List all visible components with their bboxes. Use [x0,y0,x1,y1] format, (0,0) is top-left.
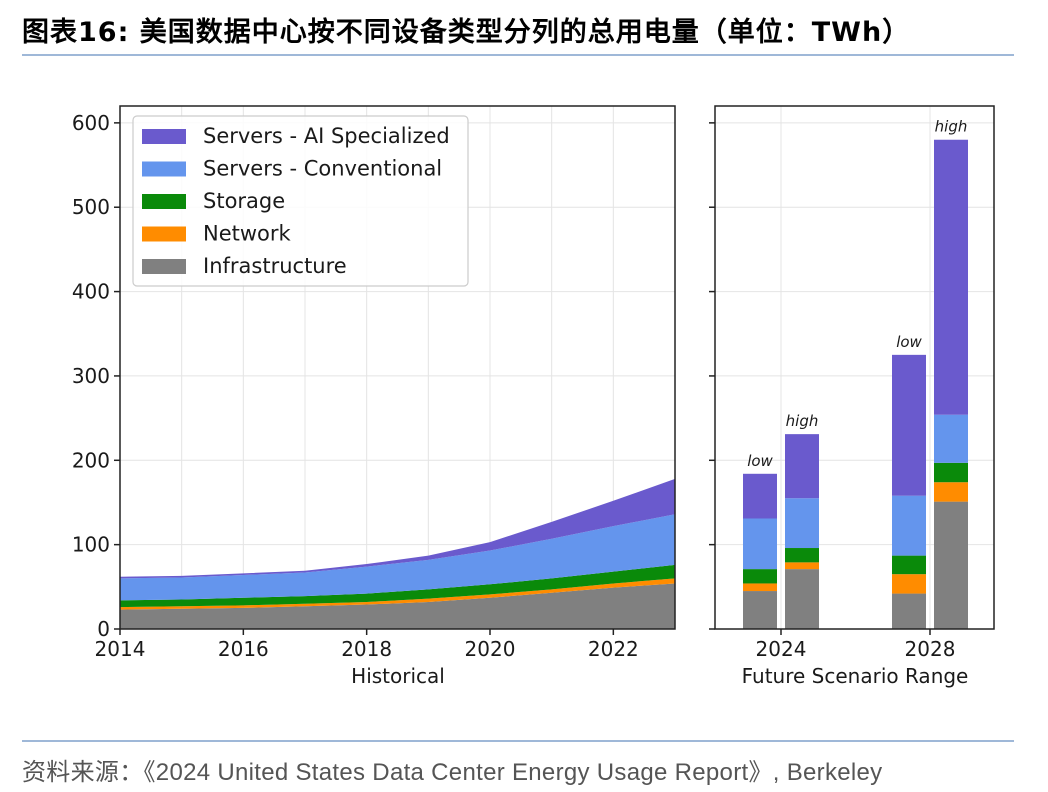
bar-2024-low-network [743,583,777,592]
bar-label-2024-low: low [747,452,773,470]
legend-label-servers-ai-specialized: Servers - AI Specialized [203,124,450,148]
x-tick-label: 2014 [95,637,146,661]
bar-2028-low-servers-conventional [892,495,926,556]
bar-2024-high-infrastructure [785,569,819,629]
bar-2024-low-servers-ai-specialized [743,473,777,519]
bar-2028-low-storage [892,555,926,575]
x-tick-label: 2028 [905,637,956,661]
area-servers-conventional [120,514,675,601]
bar-2028-high-storage [934,462,968,483]
y-tick-label: 500 [72,195,110,219]
legend-box [132,115,469,287]
future-xlabel: Future Scenario Range [742,664,969,688]
bar-label-2028-low: low [896,333,922,351]
bar-2028-high-servers-conventional [934,414,968,463]
bar-2024-low-servers-conventional [743,518,777,570]
source-note: 资料来源：《2024 United States Data Center Ene… [22,759,883,786]
bar-label-2024-high: high [786,412,819,430]
x-tick-label: 2018 [341,637,392,661]
bar-2024-high-servers-ai-specialized [785,434,819,499]
bar-2028-high-servers-ai-specialized [934,139,968,415]
bar-2024-high-network [785,562,819,570]
bar-label-2028-high: high [935,118,968,136]
legend-swatch-servers-conventional [142,161,186,177]
historical-xlabel: Historical [351,664,445,688]
y-tick-label: 300 [72,364,110,388]
title-divider [22,54,1014,56]
y-tick-label: 600 [72,111,110,135]
area-infrastructure [120,583,675,629]
legend-swatch-infrastructure [142,259,186,274]
y-tick-label: 400 [72,280,110,304]
area-network [120,578,675,610]
x-tick-label: 2022 [588,637,639,661]
legend-label-infrastructure: Infrastructure [203,254,347,278]
bar-2028-high-network [934,482,968,502]
bar-2028-high-infrastructure [934,501,968,629]
bar-2028-low-servers-ai-specialized [892,354,926,496]
future-plot-frame [714,105,995,630]
x-tick-label: 2020 [465,637,516,661]
source-divider [22,740,1014,742]
y-tick-label: 100 [72,533,110,557]
bar-2024-high-storage [785,548,819,563]
future-stacked-bars: low high low high [743,118,968,629]
bar-2024-low-storage [743,569,777,584]
legend-label-servers-conventional: Servers - Conventional [203,157,442,181]
energy-usage-chart: 0 100 200 300 400 500 600 2014 2016 2018 2020 2022… [72,105,995,688]
area-servers-ai-specialized [120,478,675,579]
historical-stacked-areas [120,478,675,629]
legend-label-network: Network [203,222,292,246]
y-axis-ticks: 0 100 200 300 400 500 600 [72,111,120,641]
bar-2024-low-infrastructure [743,591,777,629]
bar-2028-low-network [892,574,926,594]
legend-swatch-storage [142,194,186,209]
x-tick-label: 2024 [756,637,807,661]
chart-title: 图表16: 美国数据中心按不同设备类型分列的总用电量（单位：TWh） [22,17,911,48]
y-tick-label: 0 [97,617,110,641]
legend-swatch-network [142,226,186,242]
area-storage [120,564,675,608]
future-x-axis-ticks: 2024 2028 [756,629,956,661]
x-tick-label: 2016 [218,637,269,661]
legend-swatch-servers-ai-specialized [142,129,186,144]
historical-x-axis-ticks: 2014 2016 2018 2020 2022 [95,629,639,661]
historical-plot-frame [119,105,676,630]
future-y-tick-marks [709,122,715,630]
legend: Servers - AI Specialized Servers - Conven… [132,115,469,287]
legend-label-storage: Storage [203,189,285,213]
bar-2028-low-infrastructure [892,593,926,629]
bar-2024-high-servers-conventional [785,498,819,549]
y-tick-label: 200 [72,448,110,472]
